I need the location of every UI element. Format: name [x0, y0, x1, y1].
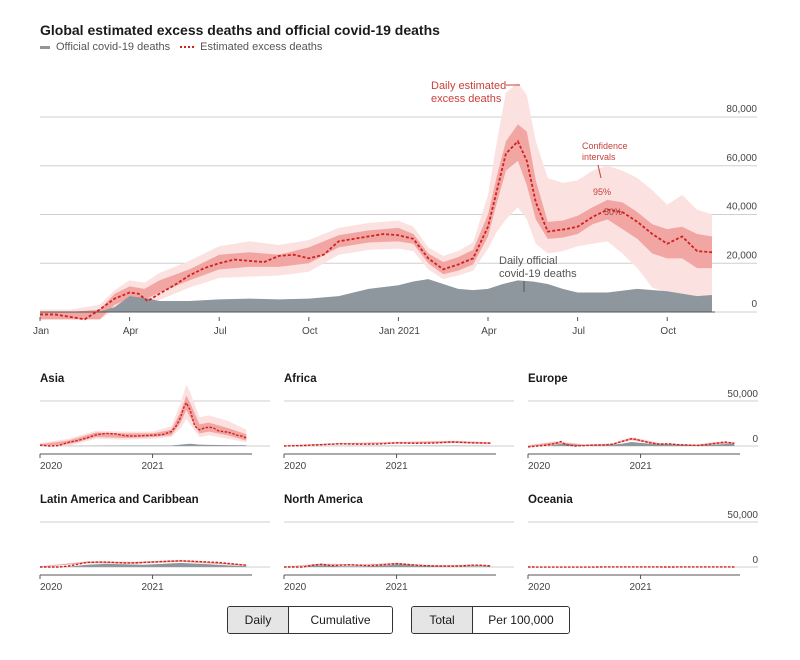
panel-title: Europe: [528, 373, 568, 385]
x-tick-label: 2021: [385, 582, 408, 593]
chart-title: Global estimated excess deaths and offic…: [40, 22, 440, 38]
y-tick-label: 40,000: [726, 202, 757, 213]
scale-toggle: Total Per 100,000: [411, 606, 570, 634]
chart-north-america: North America 2020 2021: [283, 494, 514, 593]
legend-excess: Estimated excess deaths: [180, 41, 322, 53]
chart-global: 0 20,000 40,000 60,000 80,000 Jan Apr Jul Oct Jan…: [33, 80, 758, 337]
x-tick-label: Oct: [660, 326, 676, 337]
x-tick-label: 2020: [284, 461, 307, 472]
global-chart: 0 20,000 40,000 60,000 80,000 Jan Apr Jul Oct Jan…: [33, 80, 758, 337]
x-tick-label: 2020: [40, 582, 63, 593]
x-tick-label: 2021: [629, 461, 652, 472]
panel-title: North America: [284, 494, 363, 506]
official-deaths-area: [40, 562, 247, 567]
official-deaths-area: [40, 279, 713, 312]
regional-charts: Asia 2020 2021 Africa 2020 2021 Europe 0 50,000 2…: [39, 373, 758, 593]
annotation-ci95: 95%: [593, 187, 611, 197]
y-tick-label: 0: [752, 555, 758, 566]
x-tick-label: Jul: [214, 326, 227, 337]
annotation-official-1: Daily official: [499, 255, 558, 267]
x-tick-label: 2020: [40, 461, 63, 472]
chart-latin-america: Latin America and Caribbean 2020 2021: [39, 494, 270, 593]
excess-deaths-line: [283, 441, 491, 447]
ci95-band: [40, 82, 713, 320]
ci50-band: [40, 560, 247, 567]
x-tick-label: 2021: [629, 582, 652, 593]
x-tick-label: Oct: [302, 326, 318, 337]
per-100000-button[interactable]: Per 100,000: [473, 607, 569, 633]
y-tick-label: 80,000: [726, 104, 757, 115]
excess-deaths-line: [40, 139, 713, 321]
annotation-excess-1: Daily estimated: [431, 80, 506, 92]
x-tick-label: Apr: [481, 326, 497, 337]
panel-title: Asia: [40, 373, 65, 385]
legend-official: Official covid-19 deaths: [40, 41, 170, 53]
legend-official-label: Official covid-19 deaths: [56, 41, 171, 53]
x-tick-label: 2021: [385, 461, 408, 472]
ci50-band: [284, 441, 491, 446]
official-swatch-icon: [40, 45, 50, 49]
annotation-official-2: covid-19 deaths: [499, 268, 577, 280]
x-tick-label: 2020: [528, 461, 551, 472]
x-tick-label: 2020: [284, 582, 307, 593]
ci50-band: [40, 124, 713, 320]
excess-deaths-line: [284, 562, 491, 568]
annotation-ci-2: intervals: [582, 152, 616, 162]
chart-oceania: Oceania 0 50,000 2020 2021: [527, 494, 758, 593]
daily-button[interactable]: Daily: [228, 607, 289, 633]
excess-deaths-line: [39, 401, 247, 447]
mode-toggle: Daily Cumulative: [227, 606, 393, 634]
y-tick-label: 0: [751, 299, 757, 310]
annotation-ci-1: Confidence: [582, 141, 628, 151]
excess-deaths-line: [527, 438, 735, 448]
chart-legend: Official covid-19 deaths Estimated exces…: [40, 41, 322, 53]
y-tick-label: 20,000: [726, 250, 757, 261]
y-tick-label: 0: [752, 434, 758, 445]
cumulative-button[interactable]: Cumulative: [289, 607, 392, 633]
panel-title: Latin America and Caribbean: [40, 494, 199, 506]
x-tick-label: Apr: [123, 326, 139, 337]
x-tick-label: 2021: [141, 582, 164, 593]
official-deaths-area: [40, 443, 247, 446]
x-tick-label: 2020: [528, 582, 551, 593]
x-tick-label: 2021: [141, 461, 164, 472]
annotation-ci-pointer: [597, 164, 602, 179]
annotation-excess-2: excess deaths: [431, 93, 502, 105]
y-tick-label: 50,000: [727, 510, 758, 521]
legend-excess-label: Estimated excess deaths: [200, 41, 323, 53]
y-tick-label: 50,000: [727, 389, 758, 400]
chart-europe: Europe 0 50,000 2020 2021: [527, 373, 758, 472]
panel-title: Africa: [284, 373, 317, 385]
x-tick-label: Jan 2021: [379, 326, 421, 337]
ci50-band: [284, 563, 491, 567]
annotation-ci50: 50%: [604, 207, 622, 217]
chart-africa: Africa 2020 2021: [283, 373, 514, 472]
x-tick-label: Jul: [572, 326, 585, 337]
y-tick-label: 60,000: [726, 153, 757, 164]
panel-title: Oceania: [528, 494, 573, 506]
official-deaths-area: [284, 564, 491, 567]
excess-deaths-line: [40, 560, 247, 568]
x-tick-label: Jan: [33, 326, 49, 337]
excess-swatch-icon: [180, 46, 195, 48]
total-button[interactable]: Total: [412, 607, 473, 633]
chart-asia: Asia 2020 2021: [39, 373, 270, 472]
